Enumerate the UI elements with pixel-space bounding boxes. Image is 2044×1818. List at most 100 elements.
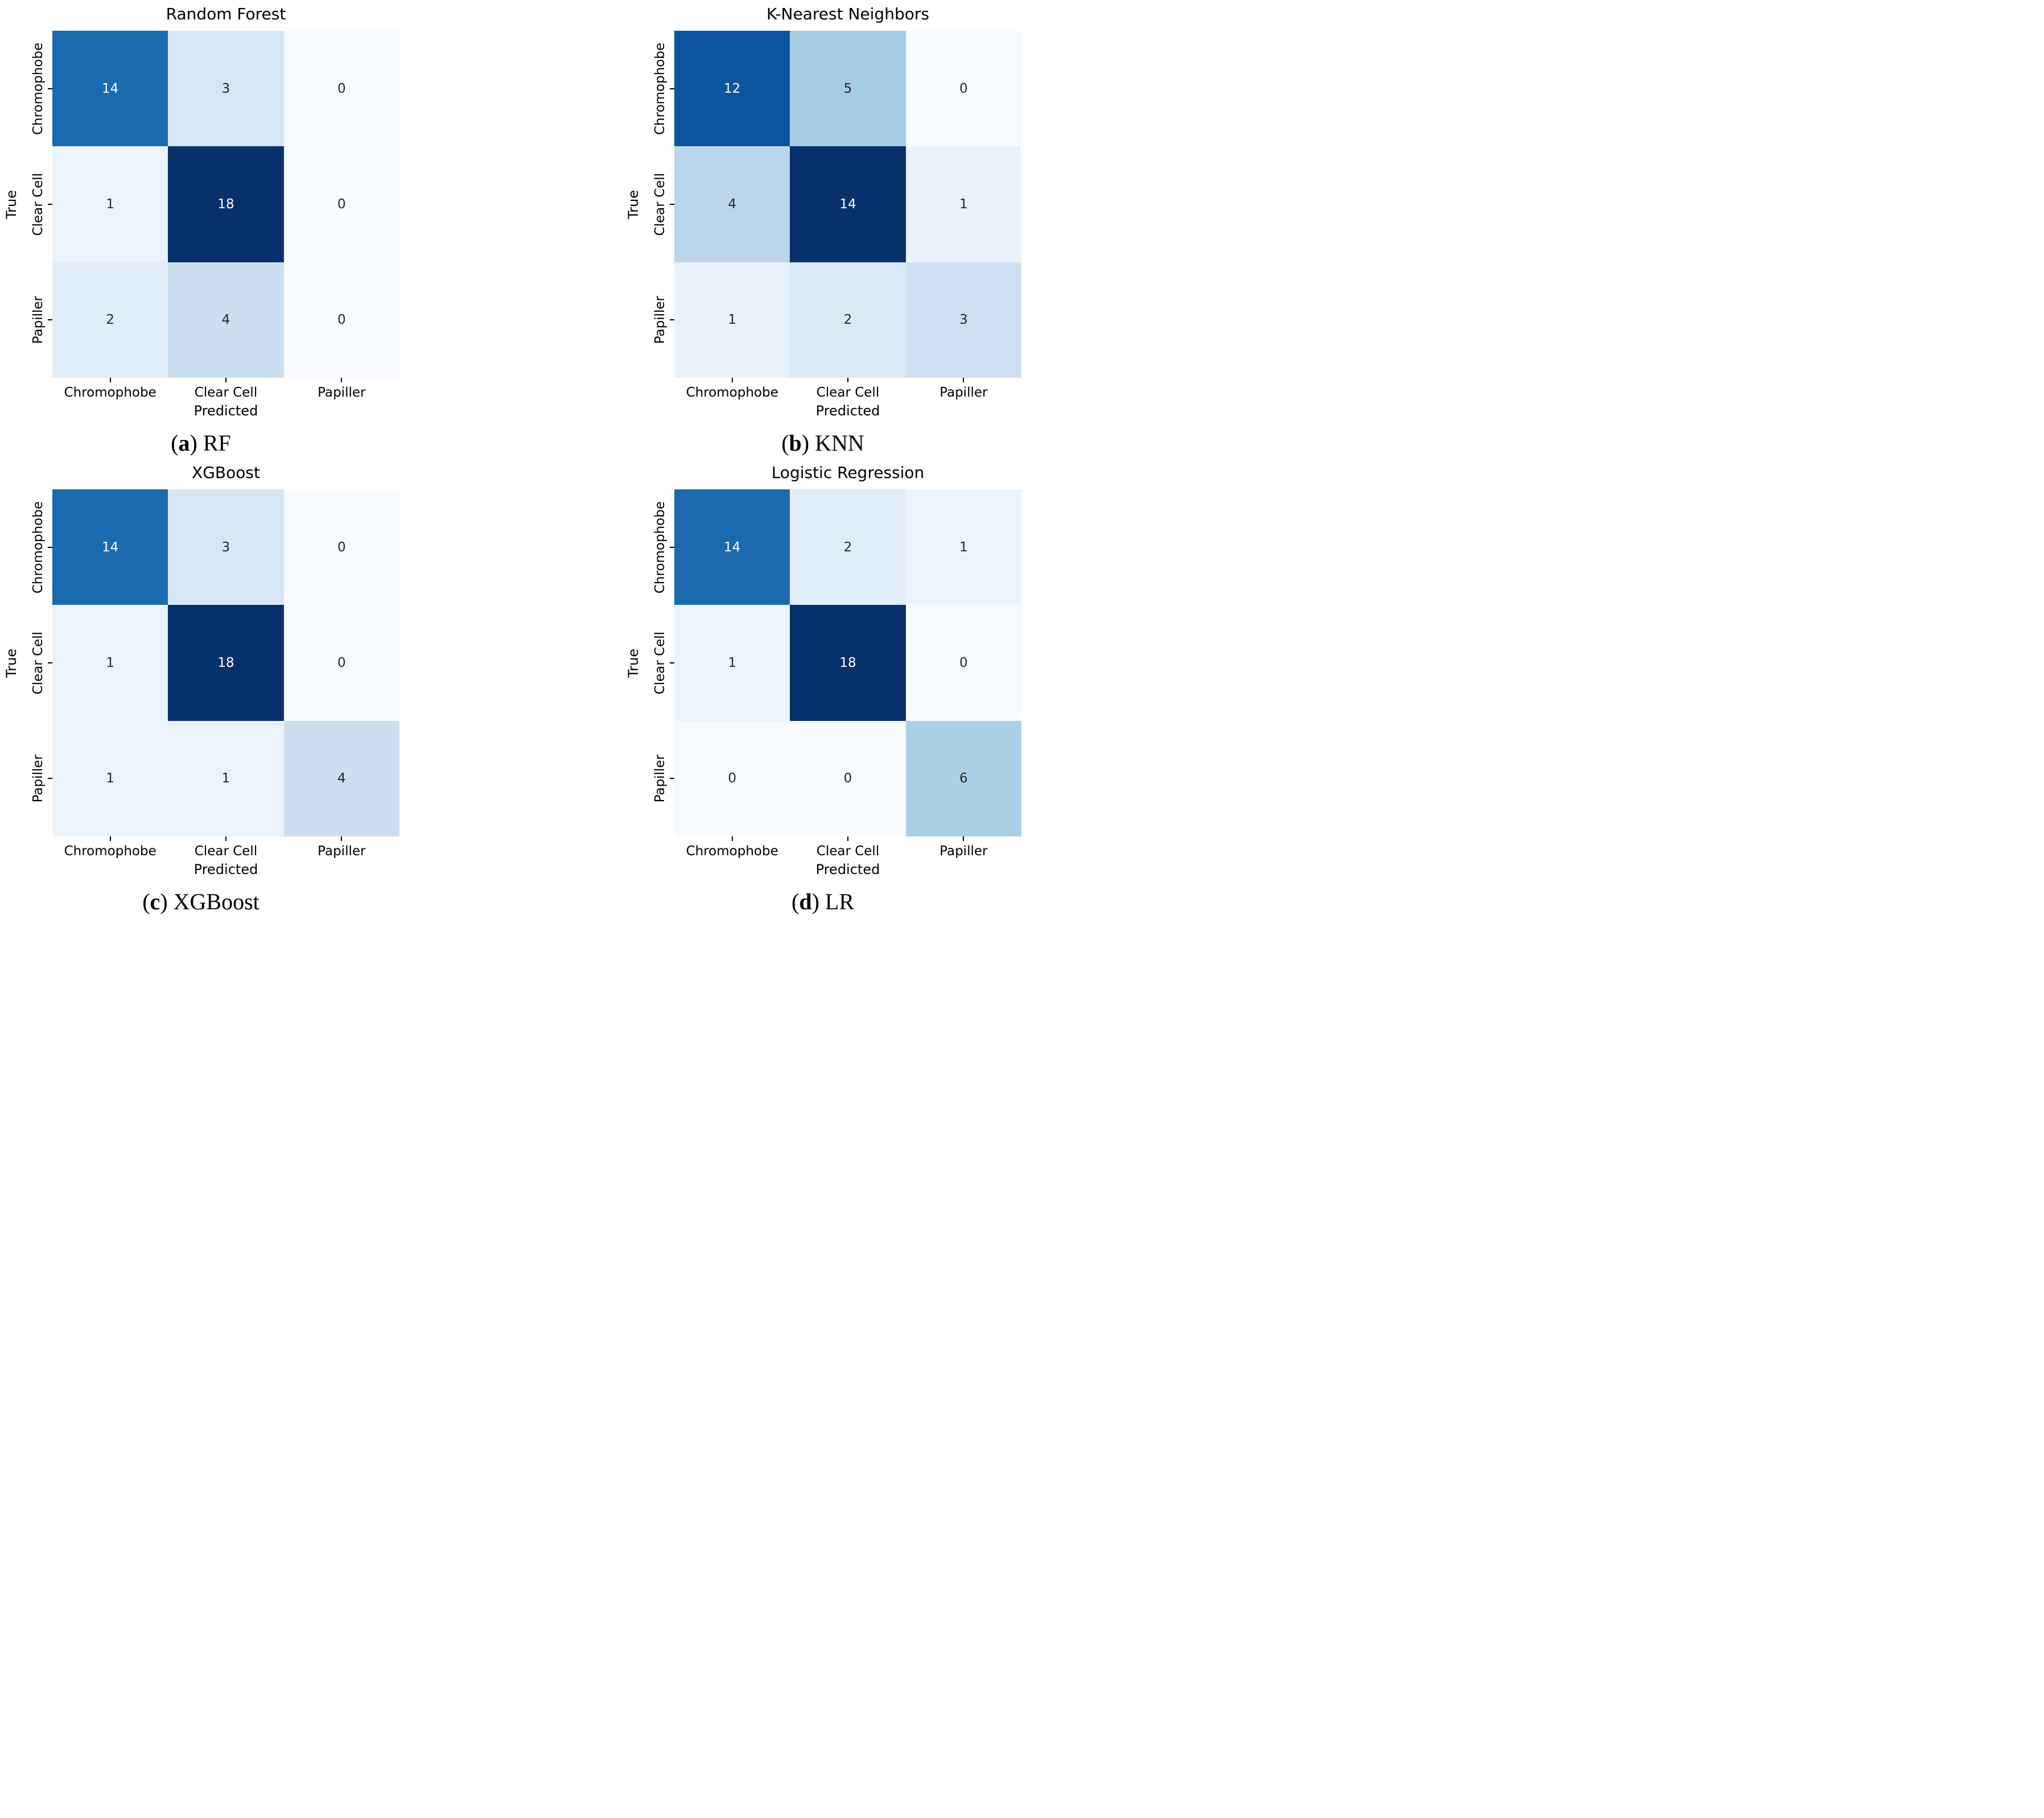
cell-value: 3 [221,539,230,555]
y-tick-label: Clear Cell [653,172,667,236]
cell-value: 1 [959,196,968,212]
heatmap-cell-r1c1: 18 [790,605,906,721]
heatmap-cell-r0c1: 3 [168,489,284,605]
x-tick-label: Chromophobe [64,385,156,400]
x-axis-ticks: Chromophobe Clear Cell Papiller [52,836,399,861]
cell-value: 18 [217,655,234,670]
x-axis-ticks: Chromophobe Clear Cell Papiller [674,836,1021,861]
heatmap-cell-r2c2: 4 [283,720,399,836]
heatmap-cell-r2c1: 0 [790,720,906,836]
x-tick-label: Clear Cell [816,844,880,859]
cell-value: 14 [102,81,119,96]
cell-value: 4 [728,196,736,212]
x-tick-label: Papiller [318,844,366,859]
heatmap-cell-r0c0: 14 [52,31,168,147]
y-axis-ticks: Chromophobe Clear Cell Papiller [20,31,52,378]
y-axis-ticks: Chromophobe Clear Cell Papiller [642,31,674,378]
tick-mark [48,662,52,663]
heatmap-cell-r1c2: 0 [283,146,399,262]
x-tick-label: Papiller [939,844,988,859]
y-tick-label: Chromophobe [653,42,667,135]
cell-value: 0 [843,771,852,786]
cell-value: 2 [106,312,114,328]
caption-marker: (a) [171,430,197,456]
heatmap-cell-r0c1: 3 [168,31,284,147]
confusion-matrix-rf: 14 3 0 1 18 0 2 4 0 [52,31,399,378]
x-tick-label: Clear Cell [816,385,880,400]
caption-marker: (d) [791,889,819,914]
heatmap-cell-r2c0: 1 [52,720,168,836]
plot-title-xgboost: XGBoost [192,463,260,482]
heatmap-cell-r1c2: 0 [905,605,1021,721]
y-tick-papiller: Papiller [20,262,52,378]
y-tick-label: Papiller [31,755,46,803]
y-axis-title: True [625,648,641,678]
cell-value: 0 [959,81,968,96]
y-tick-label: Papiller [653,296,667,344]
heatmap-cell-r1c0: 1 [52,605,168,721]
heatmap-cell-r0c0: 14 [52,489,168,605]
heatmap-cell-r0c2: 0 [283,489,399,605]
y-tick-clear-cell: Clear Cell [642,605,674,720]
confusion-matrix-knn: 12 5 0 4 14 1 1 2 3 [674,31,1021,378]
cell-value: 3 [221,81,230,96]
x-tick-label: Papiller [318,385,366,400]
tick-mark [731,836,733,841]
y-tick-label: Chromophobe [653,501,667,593]
tick-mark [670,88,674,89]
heatmap-cell-r1c0: 4 [674,146,790,262]
subfigure-caption-d: (d) LR [624,881,1021,914]
y-tick-label: Chromophobe [31,42,46,135]
cell-value: 1 [106,655,114,670]
tick-mark [963,378,965,382]
x-tick-chromophobe: Chromophobe [52,836,168,861]
tick-mark [847,836,848,841]
tick-mark [670,778,674,780]
x-tick-clear-cell: Clear Cell [168,836,283,861]
tick-mark [670,319,674,321]
caption-text: XGBoost [173,889,259,914]
x-tick-papiller: Papiller [906,836,1021,861]
heatmap-cell-r2c1: 1 [168,720,284,836]
heatmap-cell-r0c0: 12 [674,31,790,147]
y-tick-label: Clear Cell [31,631,46,695]
cell-value: 0 [337,539,346,555]
cell-value: 1 [106,196,114,212]
y-tick-papiller: Papiller [20,721,52,836]
confusion-matrix-lr: 14 2 1 1 18 0 0 0 6 [674,489,1021,836]
cell-value: 14 [839,196,856,212]
tick-mark [48,546,52,548]
heatmap-cell-r0c2: 1 [905,489,1021,605]
y-axis-ticks: Chromophobe Clear Cell Papiller [20,489,52,836]
x-tick-label: Papiller [939,385,988,400]
y-tick-chromophobe: Chromophobe [642,489,674,605]
x-tick-chromophobe: Chromophobe [674,836,790,861]
y-tick-papiller: Papiller [642,262,674,378]
x-tick-papiller: Papiller [284,378,399,403]
heatmap-cell-r0c0: 14 [674,489,790,605]
confusion-matrix-figure: Random Forest True Chromophobe Clear Cel… [0,0,1022,914]
tick-mark [731,378,733,382]
cell-value: 0 [959,655,968,670]
cell-value: 0 [337,196,346,212]
x-tick-label: Clear Cell [194,844,258,859]
heatmap-cell-r0c2: 0 [905,31,1021,147]
y-tick-label: Papiller [653,755,667,803]
tick-mark [225,836,226,841]
y-axis-title: True [3,648,19,678]
tick-mark [48,203,52,205]
x-tick-clear-cell: Clear Cell [790,378,905,403]
y-axis-title-wrap: True [624,31,642,378]
y-tick-papiller: Papiller [642,721,674,836]
heatmap-cell-r1c0: 1 [52,146,168,262]
y-tick-label: Clear Cell [31,172,46,236]
y-tick-clear-cell: Clear Cell [642,146,674,262]
x-tick-clear-cell: Clear Cell [168,378,283,403]
panel-xgboost: XGBoost True Chromophobe Clear Cell Papi… [2,464,399,914]
heatmap-cell-r2c0: 0 [674,720,790,836]
heatmap-cell-r0c2: 0 [283,31,399,147]
x-tick-label: Chromophobe [64,844,156,859]
cell-value: 3 [959,312,968,328]
heatmap-cell-r1c1: 18 [168,146,284,262]
x-axis-title: Predicted [193,403,258,419]
